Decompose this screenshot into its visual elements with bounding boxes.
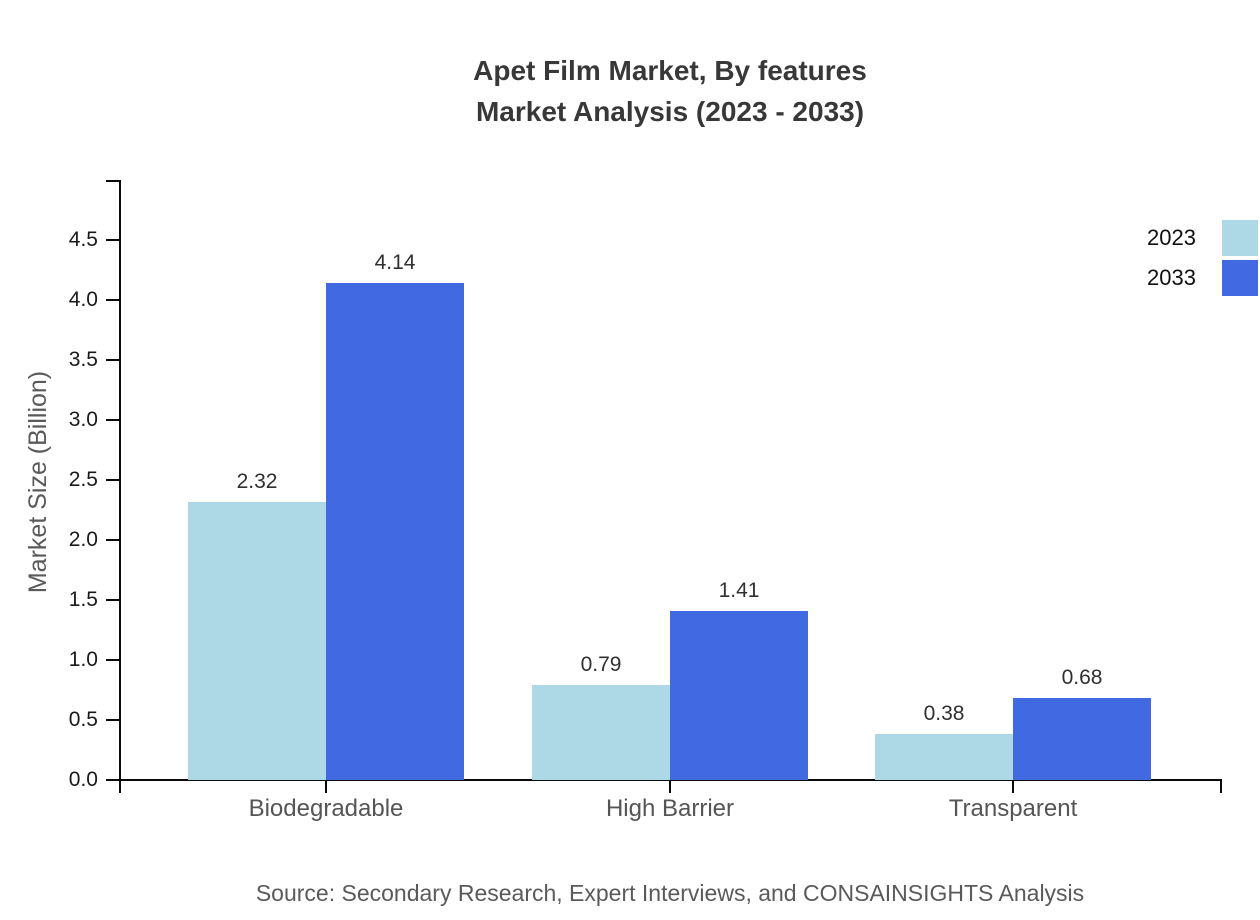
y-tick-label: 2.0: [68, 528, 98, 551]
y-tick: [106, 419, 120, 421]
legend-swatch-2033: [1222, 260, 1258, 296]
category-label-transparent: Transparent: [948, 795, 1078, 822]
bar-2023-biodegradable: [188, 502, 326, 780]
chart-title-line2: Market Analysis (2023 - 2033): [475, 96, 865, 127]
y-tick-label: 0.0: [68, 768, 98, 791]
y-tick-label: 0.5: [68, 708, 98, 731]
legend-swatch-2023: [1222, 220, 1258, 256]
x-axis-end-cap: [1220, 779, 1222, 793]
value-label-2023-transparent: 0.38: [923, 702, 965, 725]
value-label-2033-high-barrier: 1.41: [718, 579, 760, 602]
x-tick-biodegradable: [325, 780, 327, 793]
x-tick-high-barrier: [669, 780, 671, 793]
legend-label-2023: 2023: [1147, 225, 1196, 250]
y-tick-label: 3.5: [68, 348, 98, 371]
y-tick: [106, 719, 120, 721]
source-text: Source: Secondary Research, Expert Inter…: [255, 880, 1085, 906]
category-label-high-barrier: High Barrier: [605, 795, 735, 822]
y-tick: [106, 299, 120, 301]
value-label-2033-transparent: 0.68: [1061, 666, 1103, 689]
x-tick-transparent: [1012, 780, 1014, 793]
bar-2023-transparent: [875, 734, 1013, 780]
y-tick-label: 2.5: [68, 468, 98, 491]
legend-label-2033: 2033: [1147, 265, 1196, 290]
y-axis-line: [119, 180, 121, 793]
bar-2033-transparent: [1013, 698, 1151, 780]
chart-title-line1: Apet Film Market, By features: [473, 55, 867, 86]
y-tick-label: 4.0: [68, 288, 98, 311]
y-tick-label: 1.5: [68, 588, 98, 611]
value-label-2033-biodegradable: 4.14: [374, 251, 416, 274]
value-label-2023-high-barrier: 0.79: [580, 653, 622, 676]
y-tick-label: 4.5: [68, 228, 98, 251]
y-tick: [106, 599, 120, 601]
bar-2023-high-barrier: [532, 685, 670, 780]
y-tick-label: 1.0: [68, 648, 98, 671]
y-tick: [106, 539, 120, 541]
value-label-2023-biodegradable: 2.32: [236, 470, 278, 493]
y-tick: [106, 359, 120, 361]
y-axis-top-cap: [106, 180, 120, 182]
y-tick: [106, 659, 120, 661]
y-tick: [106, 239, 120, 241]
bar-2033-high-barrier: [670, 611, 808, 780]
bar-2033-biodegradable: [326, 283, 464, 780]
category-label-biodegradable: Biodegradable: [248, 795, 404, 822]
y-tick: [106, 779, 120, 781]
y-tick: [106, 479, 120, 481]
chart-title: Apet Film Market, By features Market Ana…: [90, 50, 1250, 132]
y-tick-label: 3.0: [68, 408, 98, 431]
